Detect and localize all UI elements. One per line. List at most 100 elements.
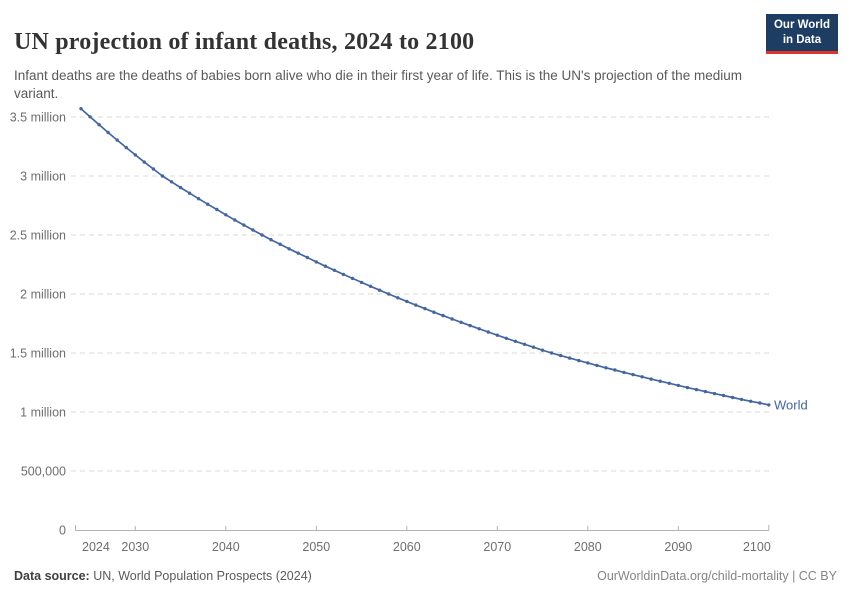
data-point-marker[interactable] <box>242 223 246 227</box>
y-axis-tick-label: 1 million <box>20 406 66 420</box>
x-axis-tick-label: 2040 <box>212 540 240 554</box>
y-axis-tick-label: 1.5 million <box>10 347 66 361</box>
world-series-line[interactable] <box>80 108 769 406</box>
data-point-marker[interactable] <box>350 276 355 281</box>
data-point-marker[interactable] <box>730 395 735 400</box>
data-point-marker[interactable] <box>468 323 472 328</box>
page-title: UN projection of infant deaths, 2024 to … <box>14 29 475 56</box>
data-point-marker[interactable] <box>196 197 201 201</box>
data-point-marker[interactable] <box>495 333 499 337</box>
y-axis-tick-label: 3 million <box>20 170 66 184</box>
data-point-marker[interactable] <box>142 160 146 164</box>
y-axis-tick-label: 500,000 <box>21 465 66 479</box>
y-axis-tick-label: 3.5 million <box>10 111 66 125</box>
data-point-marker[interactable] <box>694 387 699 392</box>
data-point-marker[interactable] <box>432 310 436 314</box>
x-axis-tick-label: 2100 <box>743 540 771 554</box>
data-point-marker[interactable] <box>106 130 110 135</box>
data-point-marker[interactable] <box>568 356 572 360</box>
data-point-marker[interactable] <box>513 339 518 343</box>
x-axis-tick-label: 2024 <box>82 540 110 554</box>
data-point-marker[interactable] <box>269 238 273 242</box>
series-label-world[interactable]: World <box>774 397 808 412</box>
data-point-marker[interactable] <box>522 342 527 346</box>
data-point-marker[interactable] <box>640 375 644 379</box>
data-point-marker[interactable] <box>739 397 744 402</box>
data-point-marker[interactable] <box>169 180 174 184</box>
data-point-marker[interactable] <box>251 228 255 232</box>
data-point-marker[interactable] <box>314 260 318 264</box>
data-point-marker[interactable] <box>767 403 771 407</box>
data-point-marker[interactable] <box>749 399 753 403</box>
data-point-marker[interactable] <box>377 288 382 292</box>
data-point-marker[interactable] <box>405 299 409 304</box>
data-point-marker[interactable] <box>206 202 210 206</box>
data-point-marker[interactable] <box>359 280 364 285</box>
data-point-marker[interactable] <box>224 213 228 217</box>
data-point-marker[interactable] <box>685 385 690 390</box>
data-point-marker[interactable] <box>287 247 291 251</box>
data-point-marker[interactable] <box>151 167 156 171</box>
data-point-marker[interactable] <box>323 264 328 268</box>
data-point-marker[interactable] <box>341 272 346 277</box>
data-point-marker[interactable] <box>450 317 454 321</box>
data-point-marker[interactable] <box>477 327 481 331</box>
data-point-marker[interactable] <box>215 207 219 212</box>
data-point-marker[interactable] <box>531 345 536 349</box>
data-point-marker[interactable] <box>703 389 708 394</box>
data-point-marker[interactable] <box>88 115 92 119</box>
data-point-marker[interactable] <box>459 320 463 324</box>
data-point-marker[interactable] <box>260 233 264 237</box>
data-point-marker[interactable] <box>79 107 83 111</box>
data-source-text: UN, World Population Prospects (2024) <box>89 569 312 583</box>
data-point-marker[interactable] <box>721 393 726 398</box>
data-point-marker[interactable] <box>586 361 590 365</box>
data-point-marker[interactable] <box>296 251 300 255</box>
data-point-marker[interactable] <box>423 306 427 311</box>
data-point-marker[interactable] <box>97 123 101 127</box>
data-point-marker[interactable] <box>676 383 680 388</box>
x-axis-tick-label: 2080 <box>574 540 602 554</box>
data-source-label: Data source: <box>14 569 90 583</box>
data-point-marker[interactable] <box>558 353 563 358</box>
data-point-marker[interactable] <box>712 391 717 396</box>
data-point-marker[interactable] <box>124 145 128 150</box>
data-point-marker[interactable] <box>649 377 653 381</box>
y-axis-tick-label: 0 <box>59 524 66 538</box>
data-point-marker[interactable] <box>667 381 671 385</box>
data-point-marker[interactable] <box>396 296 400 300</box>
data-point-marker[interactable] <box>187 191 192 195</box>
x-axis-tick-label: 2050 <box>302 540 330 554</box>
owid-url-license[interactable]: OurWorldinData.org/child-mortality | CC … <box>597 569 837 583</box>
data-point-marker[interactable] <box>658 379 662 383</box>
owid-logo-line1: Our World <box>773 19 830 31</box>
data-point-marker[interactable] <box>540 348 545 352</box>
data-point-marker[interactable] <box>577 358 581 363</box>
y-axis-tick-label: 2.5 million <box>10 229 66 243</box>
data-point-marker[interactable] <box>115 138 119 142</box>
data-point-marker[interactable] <box>178 185 183 190</box>
data-point-marker[interactable] <box>758 401 762 405</box>
data-point-marker[interactable] <box>387 292 391 296</box>
data-point-marker[interactable] <box>368 284 373 288</box>
data-point-marker[interactable] <box>305 255 309 260</box>
data-point-marker[interactable] <box>613 368 617 372</box>
data-point-marker[interactable] <box>549 351 554 355</box>
owid-logo: Our World in Data <box>765 14 838 54</box>
data-point-marker[interactable] <box>133 153 137 157</box>
data-point-marker[interactable] <box>504 336 508 340</box>
data-point-marker[interactable] <box>622 370 626 375</box>
data-point-marker[interactable] <box>233 218 237 222</box>
data-point-marker[interactable] <box>278 242 282 246</box>
data-source-note: Data source: UN, World Population Prospe… <box>14 569 312 583</box>
x-axis-tick-label: 2030 <box>121 540 149 554</box>
data-point-marker[interactable] <box>160 174 165 178</box>
data-point-marker[interactable] <box>595 363 599 368</box>
data-point-marker[interactable] <box>441 313 445 318</box>
data-point-marker[interactable] <box>414 303 418 307</box>
data-point-marker[interactable] <box>332 268 337 272</box>
data-point-marker[interactable] <box>486 330 490 334</box>
data-point-marker[interactable] <box>631 372 635 377</box>
data-point-marker[interactable] <box>604 366 608 370</box>
